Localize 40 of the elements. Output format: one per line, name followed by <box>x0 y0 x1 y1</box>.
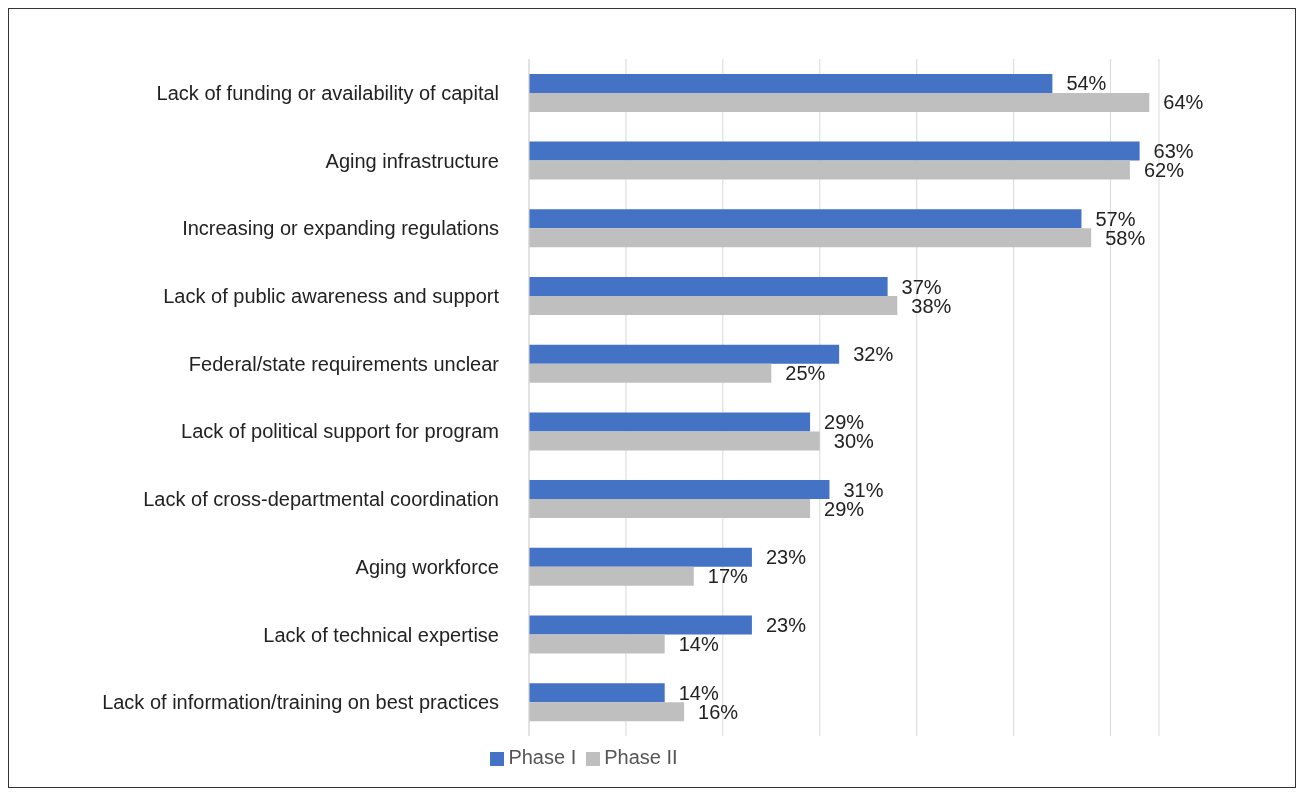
bar <box>529 228 1092 248</box>
y-tick-label: Lack of cross-departmental coordination <box>143 488 499 511</box>
y-tick-label: Aging workforce <box>355 555 499 578</box>
bar <box>529 683 665 703</box>
bar <box>529 702 685 722</box>
bar <box>529 480 830 500</box>
bar <box>529 295 898 315</box>
bar <box>529 634 665 654</box>
data-label: 14% <box>678 633 719 656</box>
bar <box>529 615 752 635</box>
y-tick-label: Lack of political support for program <box>181 420 499 443</box>
data-label: 25% <box>785 362 826 385</box>
y-tick-label: Lack of technical expertise <box>263 623 499 646</box>
bar <box>529 547 752 567</box>
y-tick-label: Aging infrastructure <box>325 149 499 172</box>
data-label: 32% <box>853 343 894 366</box>
bar <box>529 209 1082 229</box>
y-tick-label: Lack of public awareness and support <box>163 285 500 308</box>
bar <box>529 160 1130 180</box>
bar <box>529 73 1053 93</box>
bar <box>529 499 811 519</box>
bar <box>529 431 820 451</box>
y-tick-label: Lack of funding or availability of capital <box>156 81 499 104</box>
y-tick-label: Increasing or expanding regulations <box>182 217 499 240</box>
bar <box>529 363 772 383</box>
data-label: 23% <box>765 614 807 637</box>
bar <box>529 566 694 586</box>
bar <box>529 92 1150 112</box>
legend-label: Phase II <box>604 746 678 768</box>
bar <box>529 412 811 432</box>
bar <box>529 141 1140 161</box>
bar <box>529 276 888 296</box>
legend-label: Phase I <box>508 746 577 768</box>
y-tick-label: Lack of information/training on best practices <box>102 691 499 714</box>
data-label: 23% <box>765 546 807 569</box>
data-label: 54% <box>1066 72 1107 95</box>
bar <box>529 344 840 364</box>
y-tick-label: Federal/state requirements unclear <box>188 352 500 375</box>
data-label: 64% <box>1163 91 1204 114</box>
data-label: 17% <box>707 565 749 588</box>
